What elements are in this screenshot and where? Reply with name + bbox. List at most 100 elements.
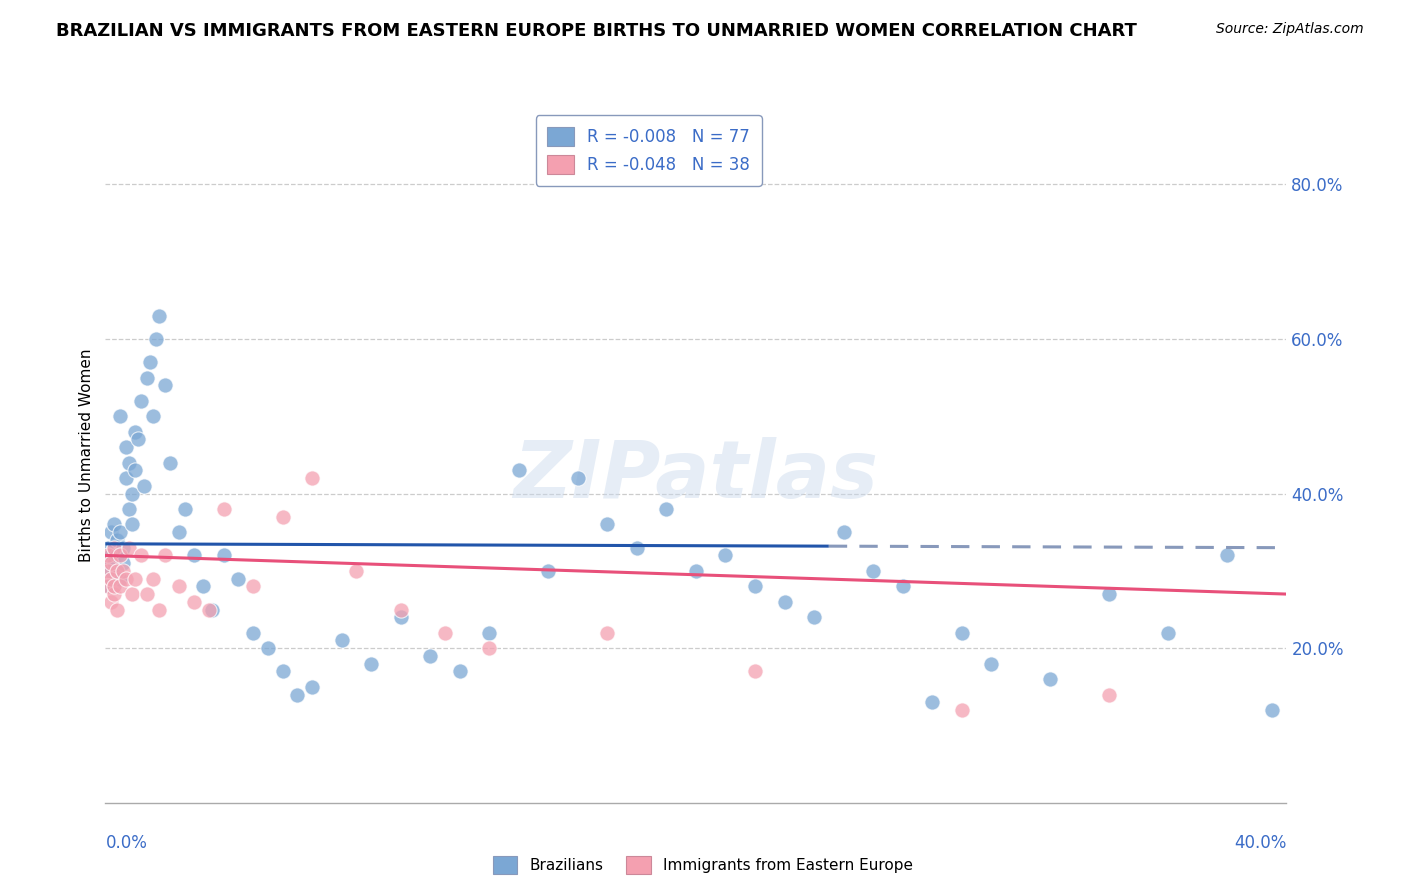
Point: [118, 502, 141, 516]
Text: ZIPatlas: ZIPatlas: [513, 437, 879, 515]
Point: [360, 657, 382, 671]
Point: [744, 665, 766, 679]
Point: [100, 595, 122, 609]
Point: [100, 556, 122, 570]
Point: [212, 549, 235, 563]
Point: [159, 456, 181, 470]
Legend: R = -0.008   N = 77, R = -0.048   N = 38: R = -0.008 N = 77, R = -0.048 N = 38: [536, 115, 762, 186]
Point: [832, 525, 855, 540]
Point: [434, 625, 457, 640]
Point: [112, 541, 135, 555]
Point: [153, 378, 176, 392]
Point: [508, 463, 530, 477]
Point: [183, 595, 205, 609]
Point: [103, 579, 125, 593]
Point: [97, 579, 120, 593]
Point: [121, 486, 143, 500]
Point: [103, 517, 125, 532]
Point: [100, 549, 122, 563]
Point: [142, 409, 165, 424]
Point: [891, 579, 914, 593]
Point: [449, 665, 471, 679]
Point: [121, 587, 143, 601]
Point: [124, 572, 146, 586]
Point: [169, 579, 191, 593]
Point: [744, 579, 766, 593]
Point: [132, 479, 155, 493]
Point: [773, 595, 796, 609]
Point: [138, 355, 162, 369]
Point: [110, 579, 132, 593]
Point: [97, 556, 120, 570]
Point: [127, 433, 149, 447]
Text: 0.0%: 0.0%: [105, 834, 148, 852]
Point: [124, 425, 146, 439]
Point: [103, 541, 125, 555]
Point: [389, 602, 412, 616]
Point: [115, 440, 138, 454]
Point: [980, 657, 1002, 671]
Point: [921, 695, 943, 709]
Point: [201, 602, 224, 616]
Point: [389, 610, 412, 624]
Point: [148, 309, 170, 323]
Point: [478, 625, 501, 640]
Point: [197, 602, 219, 616]
Point: [100, 572, 122, 586]
Point: [103, 556, 125, 570]
Point: [1039, 672, 1062, 686]
Legend: Brazilians, Immigrants from Eastern Europe: Brazilians, Immigrants from Eastern Euro…: [486, 850, 920, 880]
Point: [112, 556, 135, 570]
Point: [135, 587, 157, 601]
Point: [110, 572, 132, 586]
Point: [478, 641, 501, 656]
Point: [105, 533, 128, 547]
Point: [97, 564, 120, 578]
Point: [1216, 549, 1239, 563]
Point: [862, 564, 884, 578]
Point: [183, 549, 205, 563]
Point: [105, 549, 128, 563]
Point: [105, 602, 128, 616]
Point: [301, 471, 323, 485]
Point: [242, 579, 264, 593]
Point: [174, 502, 197, 516]
Point: [103, 541, 125, 555]
Point: [655, 502, 678, 516]
Text: 40.0%: 40.0%: [1234, 834, 1286, 852]
Point: [103, 587, 125, 601]
Point: [118, 541, 141, 555]
Point: [145, 332, 167, 346]
Point: [256, 641, 278, 656]
Point: [685, 564, 707, 578]
Point: [97, 549, 120, 563]
Point: [301, 680, 323, 694]
Point: [287, 688, 309, 702]
Point: [537, 564, 560, 578]
Point: [105, 564, 128, 578]
Point: [142, 572, 165, 586]
Point: [226, 572, 250, 586]
Point: [803, 610, 825, 624]
Point: [1260, 703, 1282, 717]
Point: [110, 525, 132, 540]
Point: [97, 579, 120, 593]
Point: [121, 517, 143, 532]
Point: [169, 525, 191, 540]
Point: [626, 541, 648, 555]
Point: [596, 625, 619, 640]
Point: [714, 549, 737, 563]
Text: BRAZILIAN VS IMMIGRANTS FROM EASTERN EUROPE BIRTHS TO UNMARRIED WOMEN CORRELATIO: BRAZILIAN VS IMMIGRANTS FROM EASTERN EUR…: [56, 22, 1137, 40]
Point: [1157, 625, 1180, 640]
Point: [191, 579, 214, 593]
Point: [271, 509, 294, 524]
Point: [1098, 688, 1121, 702]
Point: [242, 625, 264, 640]
Point: [950, 625, 973, 640]
Point: [596, 517, 619, 532]
Point: [567, 471, 589, 485]
Y-axis label: Births to Unmarried Women: Births to Unmarried Women: [79, 348, 94, 562]
Point: [112, 564, 135, 578]
Point: [129, 393, 152, 408]
Point: [346, 564, 368, 578]
